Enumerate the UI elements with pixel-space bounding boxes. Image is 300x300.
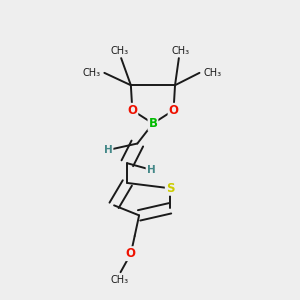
Text: S: S (166, 182, 174, 195)
Text: CH₃: CH₃ (171, 46, 189, 56)
Text: CH₃: CH₃ (111, 46, 129, 56)
Text: CH₃: CH₃ (83, 68, 101, 78)
Text: B: B (148, 117, 158, 130)
Text: O: O (169, 104, 178, 117)
Text: CH₃: CH₃ (110, 274, 128, 284)
Text: H: H (104, 145, 112, 155)
Text: O: O (127, 104, 137, 117)
Text: O: O (126, 247, 136, 260)
Text: CH₃: CH₃ (203, 68, 221, 78)
Text: H: H (146, 165, 155, 175)
